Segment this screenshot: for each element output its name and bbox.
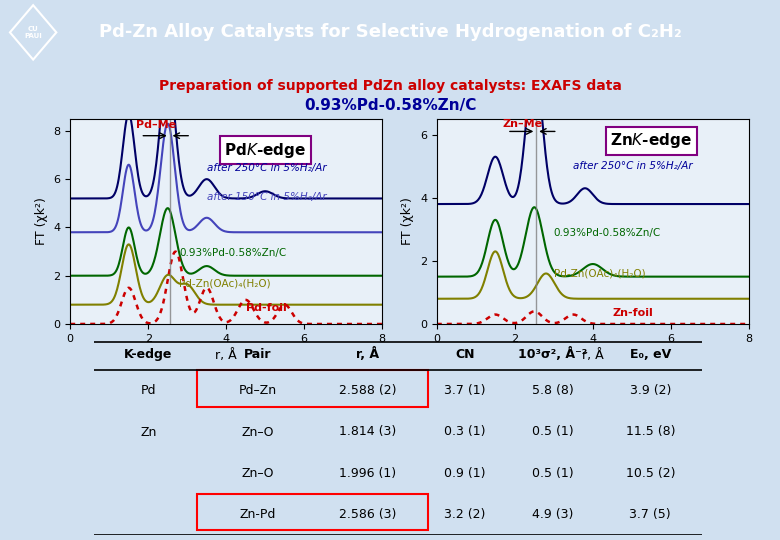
Text: 0.93%Pd-0.58%Zn/C: 0.93%Pd-0.58%Zn/C xyxy=(304,98,476,113)
Text: 1.814 (3): 1.814 (3) xyxy=(339,426,396,438)
Text: Pair: Pair xyxy=(244,348,271,361)
Text: 3.7 (5): 3.7 (5) xyxy=(629,508,671,521)
Text: Zn-Pd: Zn-Pd xyxy=(239,508,276,521)
Text: 1.996 (1): 1.996 (1) xyxy=(339,467,396,480)
Text: 10.5 (2): 10.5 (2) xyxy=(626,467,675,480)
Text: 2.586 (3): 2.586 (3) xyxy=(339,508,396,521)
Text: Zn–O: Zn–O xyxy=(242,467,274,480)
Text: after 150°C in 5%H₂/Ar: after 150°C in 5%H₂/Ar xyxy=(207,192,326,201)
Text: Pd-Zn(OAc)₄(H₂O): Pd-Zn(OAc)₄(H₂O) xyxy=(179,279,271,288)
Text: Zn$\it{K}$-edge: Zn$\it{K}$-edge xyxy=(610,131,693,151)
Text: Zn: Zn xyxy=(140,426,157,438)
Text: 3.9 (2): 3.9 (2) xyxy=(629,384,671,397)
Text: Zn-foil: Zn-foil xyxy=(612,308,653,318)
Text: 0.5 (1): 0.5 (1) xyxy=(532,467,574,480)
Text: Pd$\it{K}$-edge: Pd$\it{K}$-edge xyxy=(224,141,307,160)
Text: CU
PAUI: CU PAUI xyxy=(24,26,42,39)
Text: Pd-Zn Alloy Catalysts for Selective Hydrogenation of C₂H₂: Pd-Zn Alloy Catalysts for Selective Hydr… xyxy=(98,23,682,42)
Y-axis label: FT (χk²): FT (χk²) xyxy=(35,198,48,245)
Text: 5.8 (8): 5.8 (8) xyxy=(532,384,574,397)
Text: 3.2 (2): 3.2 (2) xyxy=(444,508,485,521)
Text: r, Å: r, Å xyxy=(356,347,379,361)
Text: Pd–Me: Pd–Me xyxy=(136,120,176,131)
Text: 11.5 (8): 11.5 (8) xyxy=(626,426,675,438)
X-axis label: r, Å: r, Å xyxy=(215,349,237,362)
Text: 4.9 (3): 4.9 (3) xyxy=(532,508,573,521)
Text: 10³σ², Å⁻²: 10³σ², Å⁻² xyxy=(519,347,587,361)
Text: after 250°C in 5%H₂/Ar: after 250°C in 5%H₂/Ar xyxy=(207,163,326,173)
X-axis label: r, Å: r, Å xyxy=(582,349,604,362)
Text: CN: CN xyxy=(455,348,474,361)
Text: Zn–Me: Zn–Me xyxy=(502,119,543,129)
Text: Preparation of supported PdZn alloy catalysts: EXAFS data: Preparation of supported PdZn alloy cata… xyxy=(158,79,622,93)
Text: Zn–O: Zn–O xyxy=(242,426,274,438)
Text: 0.93%Pd-0.58%Zn/C: 0.93%Pd-0.58%Zn/C xyxy=(554,227,661,238)
Text: Pd-Zn(OAc)₄(H₂O): Pd-Zn(OAc)₄(H₂O) xyxy=(554,268,645,279)
Text: 0.9 (1): 0.9 (1) xyxy=(444,467,485,480)
Text: Pd: Pd xyxy=(140,384,156,397)
Text: 0.93%Pd-0.58%Zn/C: 0.93%Pd-0.58%Zn/C xyxy=(179,248,287,259)
Y-axis label: FT (χk²): FT (χk²) xyxy=(402,198,414,245)
Text: 0.5 (1): 0.5 (1) xyxy=(532,426,574,438)
Text: after 250°C in 5%H₂/Ar: after 250°C in 5%H₂/Ar xyxy=(573,161,693,171)
Text: 0.3 (1): 0.3 (1) xyxy=(444,426,485,438)
Text: Pd-foil: Pd-foil xyxy=(246,303,286,313)
Text: K-edge: K-edge xyxy=(124,348,172,361)
Text: Pd–Zn: Pd–Zn xyxy=(239,384,277,397)
Text: E₀, eV: E₀, eV xyxy=(629,348,671,361)
Text: 2.588 (2): 2.588 (2) xyxy=(339,384,396,397)
Text: 3.7 (1): 3.7 (1) xyxy=(444,384,485,397)
